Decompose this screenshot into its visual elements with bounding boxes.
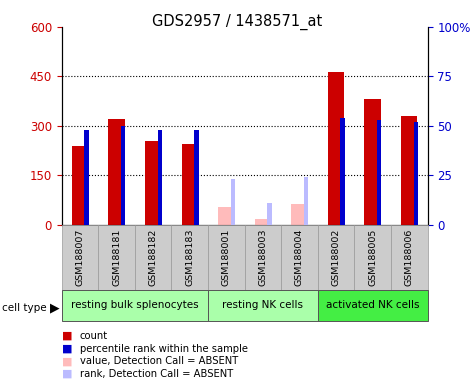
Text: ■: ■ [62,344,72,354]
Text: GSM188003: GSM188003 [258,228,267,286]
Text: ▶: ▶ [50,301,59,314]
Bar [208,225,245,290]
Bar [364,99,381,225]
Bar [318,290,428,321]
Bar [281,225,318,290]
Bar [231,179,235,225]
Text: ■: ■ [62,369,72,379]
Bar [341,118,345,225]
Bar [72,146,88,225]
Text: GSM188181: GSM188181 [112,228,121,286]
Bar [354,225,391,290]
Text: percentile rank within the sample: percentile rank within the sample [80,344,248,354]
Bar [98,225,135,290]
Text: GSM188005: GSM188005 [368,228,377,286]
Text: GSM188006: GSM188006 [405,228,414,286]
Text: resting NK cells: resting NK cells [222,300,304,310]
Bar [181,144,198,225]
Bar [121,126,125,225]
Bar [245,225,281,290]
Bar [318,225,354,290]
Text: cell type: cell type [2,303,47,313]
Text: resting bulk splenocytes: resting bulk splenocytes [71,300,199,310]
Bar [401,116,418,225]
Bar [414,122,418,225]
Text: GSM188007: GSM188007 [76,228,85,286]
Bar [208,290,318,321]
Text: GSM188004: GSM188004 [295,228,304,286]
Text: activated NK cells: activated NK cells [326,300,419,310]
Bar [62,225,98,290]
Bar [85,130,89,225]
Bar [328,72,344,225]
Text: GDS2957 / 1438571_at: GDS2957 / 1438571_at [152,13,323,30]
Bar [291,204,308,225]
Text: GSM188182: GSM188182 [149,228,158,286]
Text: count: count [80,331,108,341]
Bar [108,119,125,225]
Bar [391,225,428,290]
Text: rank, Detection Call = ABSENT: rank, Detection Call = ABSENT [80,369,233,379]
Text: GSM188183: GSM188183 [185,228,194,286]
Text: value, Detection Call = ABSENT: value, Detection Call = ABSENT [80,356,238,366]
Bar [304,177,308,225]
Text: GSM188001: GSM188001 [222,228,231,286]
Bar [194,130,199,225]
Bar [267,203,272,225]
Bar [62,290,208,321]
Bar [171,225,208,290]
Bar [158,130,162,225]
Text: GSM188002: GSM188002 [332,228,341,286]
Text: ■: ■ [62,331,72,341]
Bar [218,207,235,225]
Bar [135,225,171,290]
Bar [145,141,162,225]
Bar [377,120,381,225]
Text: ■: ■ [62,356,72,366]
Bar [255,219,271,225]
